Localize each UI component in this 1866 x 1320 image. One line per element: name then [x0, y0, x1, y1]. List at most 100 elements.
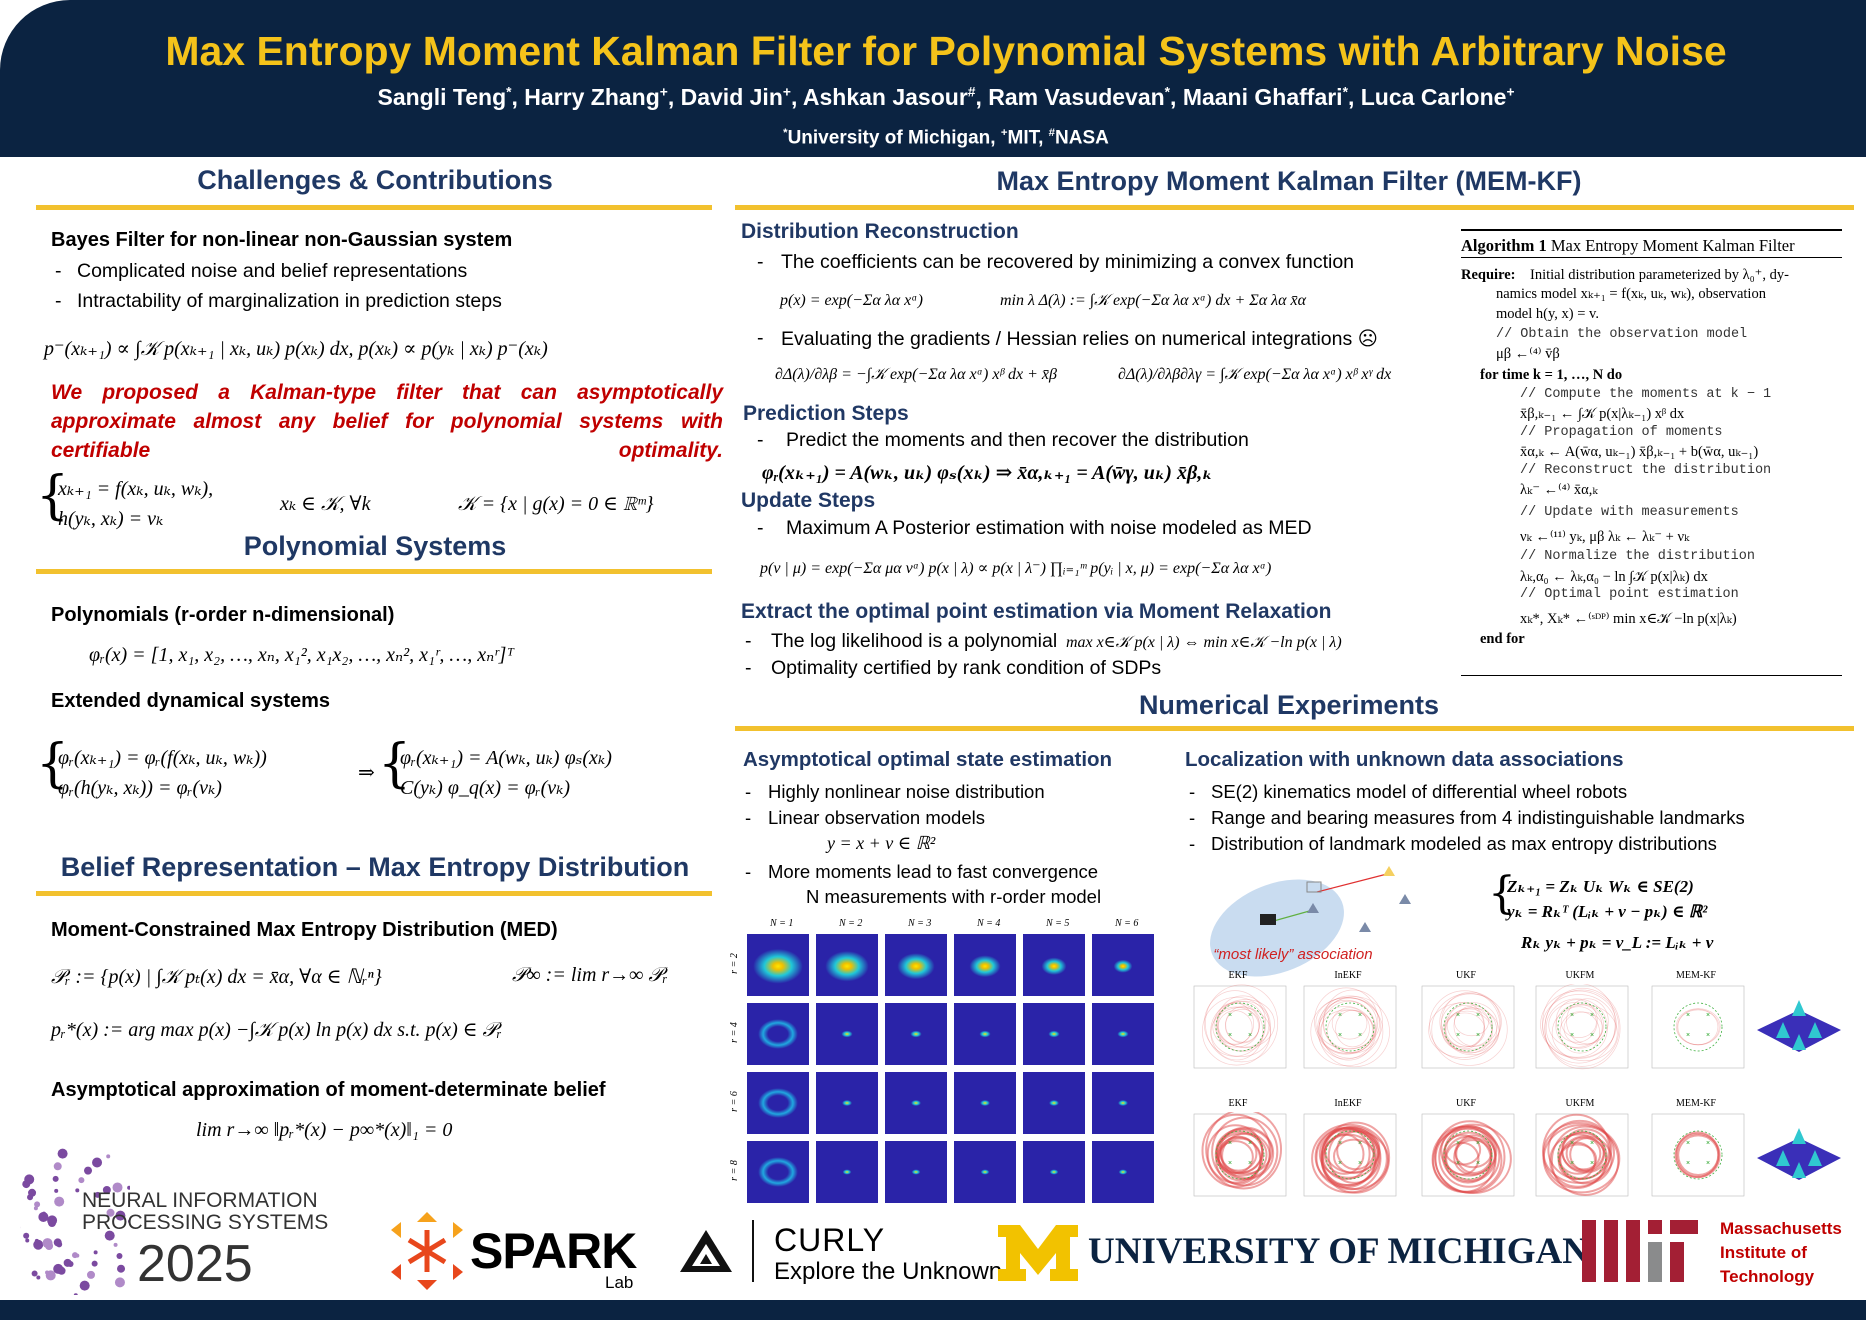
landmark-marker: ×: [1358, 1012, 1362, 1019]
logo-text: Technology: [1720, 1265, 1842, 1289]
landmark-marker: ×: [1590, 1012, 1594, 1019]
plot-title: EKF: [1229, 1098, 1248, 1109]
logo-dot: [34, 1201, 40, 1207]
poster-title: Max Entropy Moment Kalman Filter for Pol…: [165, 28, 1726, 75]
equation: xₖ₊₁ = f(xₖ, uₖ, wₖ),: [58, 476, 213, 501]
bullet: Complicated noise and belief representat…: [77, 260, 467, 283]
trajectory-plot: × × × ×: [1644, 984, 1748, 1076]
algorithm-line: end for: [1480, 631, 1525, 648]
logo-dot: [72, 1252, 78, 1258]
bullet-dash: -: [745, 807, 751, 829]
landmark-marker: ×: [1358, 1140, 1362, 1147]
landmark-marker: ×: [1338, 1032, 1342, 1039]
trajectory-plot: × × × ×: [1296, 984, 1400, 1076]
heatmap-cell: [816, 934, 878, 996]
plot-frame: [1652, 1114, 1744, 1196]
section-heading: Numerical Experiments: [1139, 690, 1439, 721]
algorithm-comment: // Compute the moments at k − 1: [1520, 387, 1771, 402]
logo-dot: [53, 1176, 59, 1182]
logo-dot: [43, 1238, 53, 1248]
heatmap-cell: [1023, 1141, 1085, 1203]
logo-dot: [106, 1154, 110, 1158]
author: , Ashkan Jasour: [791, 84, 968, 110]
landmark-marker: ×: [1456, 1140, 1460, 1147]
density-surface: [1757, 1122, 1841, 1192]
landmark-marker: ×: [1358, 1160, 1362, 1167]
landmark-marker: ×: [1228, 1140, 1232, 1147]
equation: h(yₖ, xₖ) = vₖ: [58, 506, 163, 531]
robot-icon: [1260, 914, 1276, 925]
logo-dot: [75, 1188, 79, 1192]
equation: Rₖ yₖ + pₖ = v_L := Lᵢₖ + v: [1521, 933, 1713, 953]
landmark-marker: ×: [1456, 1032, 1460, 1039]
logo-text: Lab: [605, 1273, 633, 1293]
plot-title: InEKF: [1334, 970, 1361, 981]
author: , David Jin: [668, 84, 783, 110]
logo-dot: [92, 1261, 98, 1267]
logo-dot: [115, 1277, 125, 1287]
equation: C(yₖ) φ_q(x) = φᵣ(vₖ): [400, 775, 570, 800]
logo-dot: [94, 1250, 98, 1254]
block-heading: Extract the optimal point estimation via…: [741, 600, 1331, 624]
footer-band: [0, 1300, 1866, 1320]
landmark-marker: ×: [1338, 1140, 1342, 1147]
algorithm-label: Algorithm 1: [1461, 236, 1547, 255]
equation: ∂Δ(λ)/∂λβ = −∫𝒦 exp(−Σα λα xᵅ) xᵝ dx + x…: [775, 366, 1057, 384]
logo-dot: [54, 1162, 62, 1170]
column-label: N = 3: [908, 918, 931, 929]
heatmap-cell: [816, 1141, 878, 1203]
column-label: N = 4: [977, 918, 1000, 929]
equation: p(x) = exp(−Σα λα xᵅ): [780, 292, 923, 310]
landmark-marker: ×: [1570, 1160, 1574, 1167]
bullet-dash: -: [55, 290, 62, 313]
logo-text: CURLY: [774, 1222, 885, 1259]
equation: y = x + v ∈ ℝ²: [827, 833, 935, 854]
logo-dot: [117, 1265, 125, 1273]
heatmap-cell: [1023, 934, 1085, 996]
landmark-marker: ×: [1248, 1160, 1252, 1167]
bullet-dash: -: [1189, 833, 1195, 855]
bullet: Highly nonlinear noise distribution: [768, 781, 1045, 803]
algorithm-line: νₖ ←⁽¹¹⁾ yₖ, μβ λₖ ← λₖ⁻ + νₖ: [1520, 529, 1689, 546]
algorithm-require: Require:: [1461, 267, 1516, 284]
logo-text: NEURAL INFORMATION: [82, 1190, 328, 1212]
landmark-marker: ×: [1476, 1160, 1480, 1167]
algorithm-line: namics model xₖ₊₁ = f(xₖ, uₖ, wₖ), obser…: [1496, 286, 1766, 303]
logo-dot: [32, 1271, 38, 1277]
subheading: Asymptotical approximation of moment-det…: [51, 1079, 606, 1102]
logo-dot: [116, 1253, 122, 1259]
bullet-dash: -: [757, 327, 764, 350]
author: , Luca Carlone: [1348, 84, 1506, 110]
logo-dot: [53, 1264, 63, 1274]
algorithm-line: μβ ←⁽⁴⁾ v̄β: [1496, 346, 1560, 363]
algorithm-comment: // Optimal point estimation: [1520, 587, 1739, 602]
trajectory-plot: × × × ×: [1186, 1112, 1290, 1204]
landmark-marker: ×: [1456, 1160, 1460, 1167]
logo-dot: [28, 1189, 36, 1197]
section-heading: Belief Representation – Max Entropy Dist…: [61, 852, 690, 883]
heatmap-cell: [1092, 1141, 1154, 1203]
equation: φᵣ(xₖ₊₁) = A(wₖ, uₖ) φₛ(xₖ): [400, 745, 612, 770]
algorithm-rule: [1461, 257, 1842, 258]
logo-dot: [80, 1281, 90, 1291]
heatmap-cell: [747, 1141, 809, 1203]
equation: lim r→∞ ‖pᵣ*(x) − p∞*(x)‖₁ = 0: [196, 1119, 452, 1142]
block-heading: Localization with unknown data associati…: [1185, 748, 1624, 772]
heatmap-cell: [885, 1141, 947, 1203]
heatmap-cell: [1092, 1072, 1154, 1134]
trajectory-plot: × × × ×: [1186, 984, 1290, 1076]
authors: Sangli Teng*, Harry Zhang+, David Jin+, …: [377, 84, 1514, 111]
subheading: Extended dynamical systems: [51, 690, 330, 713]
logo-dot: [64, 1259, 72, 1267]
bullet-dash: -: [745, 630, 752, 653]
mit-logo: Massachusetts Institute of Technology: [1720, 1217, 1842, 1289]
section-heading: Polynomial Systems: [244, 531, 507, 562]
bullet-dash: -: [55, 260, 62, 283]
block-heading: Update Steps: [741, 489, 875, 513]
trajectory-plot: × × × ×: [1528, 1112, 1632, 1204]
landmark-marker: ×: [1686, 1140, 1690, 1147]
heatmap-cell: [954, 1072, 1016, 1134]
landmark-marker: ×: [1476, 1140, 1480, 1147]
highlight: We proposed a Kalman-type filter that ca…: [51, 378, 723, 465]
belief-ellipse: [1205, 862, 1358, 987]
